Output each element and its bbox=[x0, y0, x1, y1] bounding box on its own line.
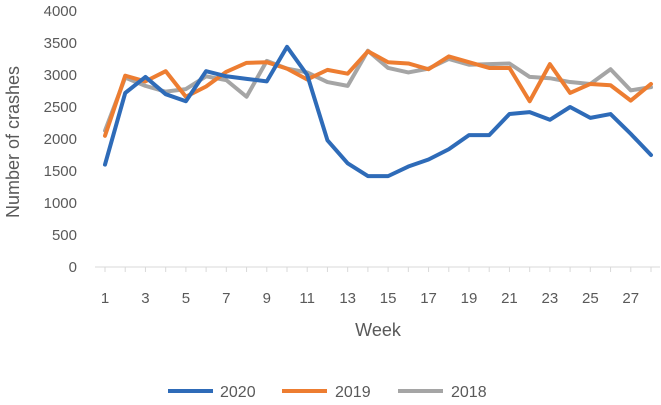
x-tick-label: 23 bbox=[542, 290, 559, 307]
legend-label-2019: 2019 bbox=[335, 384, 371, 401]
x-tick-label: 7 bbox=[222, 290, 230, 307]
x-axis-ticks: 1 3 5 7 9 11 13 15 17 19 21 23 25 27 bbox=[101, 267, 652, 307]
y-axis-ticks: 0 500 1000 1500 2000 2500 3000 3500 4000 bbox=[44, 3, 77, 276]
y-tick-label: 3000 bbox=[44, 67, 77, 84]
y-axis-title: Number of crashes bbox=[3, 66, 23, 218]
x-tick-label: 19 bbox=[461, 290, 478, 307]
x-tick-label: 25 bbox=[582, 290, 599, 307]
y-tick-label: 1000 bbox=[44, 195, 77, 212]
y-tick-label: 0 bbox=[69, 259, 77, 276]
y-tick-label: 2500 bbox=[44, 99, 77, 116]
legend-label-2020: 2020 bbox=[220, 384, 256, 401]
x-axis-title: Week bbox=[355, 320, 402, 340]
y-tick-label: 500 bbox=[52, 227, 77, 244]
series-line-2019 bbox=[103, 49, 653, 138]
x-tick-label: 1 bbox=[101, 290, 109, 307]
x-tick-label: 15 bbox=[380, 290, 397, 307]
x-tick-label: 27 bbox=[622, 290, 639, 307]
x-tick-label: 11 bbox=[299, 290, 315, 307]
x-tick-label: 3 bbox=[141, 290, 149, 307]
x-tick-label: 9 bbox=[263, 290, 271, 307]
x-tick-label: 5 bbox=[182, 290, 190, 307]
legend: 2020 2019 2018 bbox=[168, 384, 487, 401]
x-tick-label: 13 bbox=[339, 290, 356, 307]
x-tick-label: 21 bbox=[501, 290, 518, 307]
y-tick-label: 1500 bbox=[44, 163, 77, 180]
y-tick-label: 4000 bbox=[44, 3, 77, 20]
series-line-2020 bbox=[103, 44, 653, 179]
series-lines bbox=[103, 44, 653, 179]
x-tick-label: 17 bbox=[420, 290, 437, 307]
legend-label-2018: 2018 bbox=[451, 384, 487, 401]
y-tick-label: 2000 bbox=[44, 131, 77, 148]
y-tick-label: 3500 bbox=[44, 35, 77, 52]
